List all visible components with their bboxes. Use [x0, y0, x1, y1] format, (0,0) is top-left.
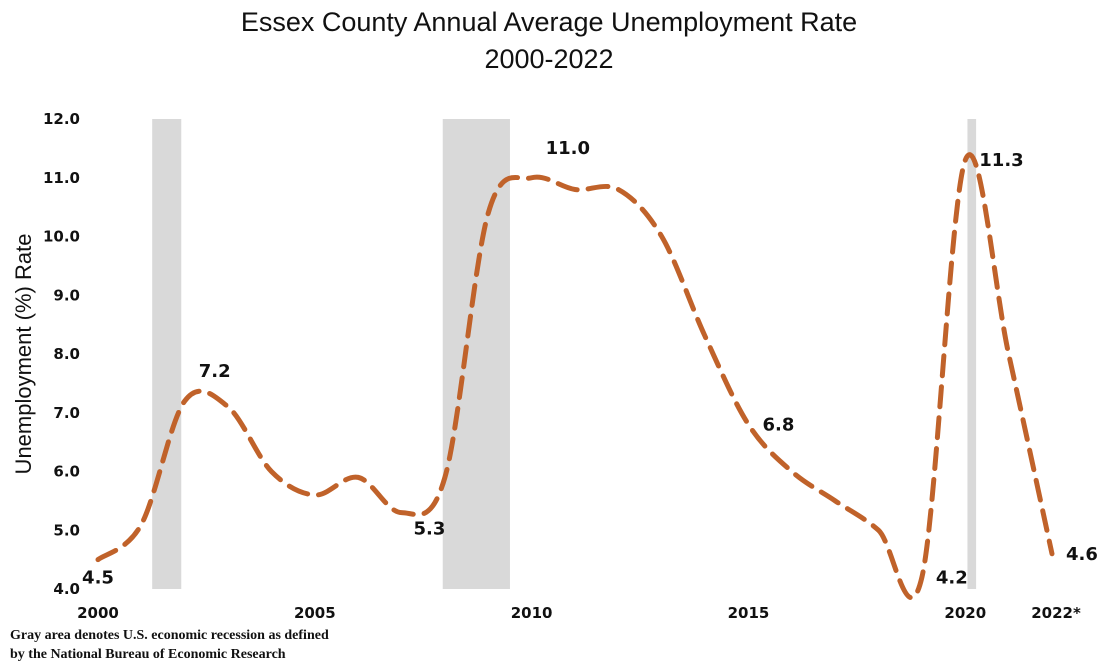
x-tick-label: 2022* [1031, 604, 1081, 622]
recession-footnote: Gray area denotes U.S. economic recessio… [10, 626, 329, 664]
chart-title: Essex County Annual Average Unemployment… [240, 7, 858, 37]
footnote-line-1: Gray area denotes U.S. economic recessio… [10, 628, 329, 643]
x-tick-label: 2010 [511, 604, 553, 622]
data-label-2000: 4.5 [82, 568, 114, 589]
y-tick-label: 7.0 [53, 404, 80, 422]
y-tick-label: 9.0 [53, 286, 80, 304]
data-label-2022: 4.6* * [1066, 544, 1098, 565]
footnote-line-2: by the National Bureau of Economic Resea… [10, 647, 286, 662]
y-axis-label: Unemployment (%) Rate [11, 234, 36, 475]
data-label-2007: 5.3 [414, 519, 446, 540]
unemployment-series-line [95, 152, 1055, 601]
x-tick-label: 2020 [944, 604, 986, 622]
chart-title-block: Essex County Annual Average Unemployment… [0, 4, 1098, 78]
data-label-2019: 4.2 [936, 567, 968, 588]
recession-bands [152, 119, 977, 589]
data-label-2020: 11.3 [979, 150, 1023, 171]
data-label-2015: 6.8 [762, 415, 794, 436]
y-axis-ticks: 4.0 5.0 6.0 7.0 8.0 9.0 10.0 11.0 12.0 [43, 110, 80, 598]
y-tick-label: 6.0 [53, 463, 80, 481]
recession-band-3 [967, 119, 977, 589]
y-tick-label: 12.0 [43, 110, 80, 128]
data-label-2010: 11.0 [546, 138, 590, 159]
x-tick-label: 2015 [728, 604, 770, 622]
y-tick-label: 4.0 [53, 580, 80, 598]
x-tick-label: 2000 [77, 604, 119, 622]
data-labels: 4.5 7.2 5.3 11.0 6.8 4.2 11.3 4.6* * [82, 138, 1098, 589]
x-axis-ticks: 2000 2005 2010 2015 2020 2022* [77, 604, 1081, 622]
chart-subtitle: 2000-2022 [484, 44, 614, 74]
x-tick-label: 2005 [294, 604, 336, 622]
recession-band-1 [152, 119, 182, 589]
y-tick-label: 5.0 [53, 521, 80, 539]
y-tick-label: 10.0 [43, 228, 80, 246]
y-tick-label: 11.0 [43, 169, 80, 187]
y-tick-label: 8.0 [53, 345, 80, 363]
data-label-2002: 7.2 [199, 361, 231, 382]
series-layer [95, 152, 1055, 601]
recession-band-2 [442, 119, 510, 589]
